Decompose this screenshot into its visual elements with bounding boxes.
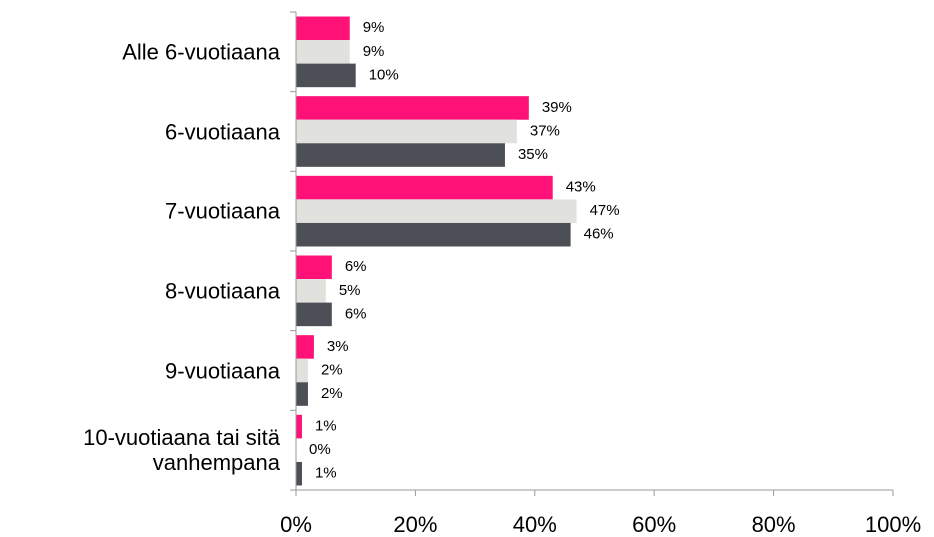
data-label: 10% bbox=[369, 66, 399, 83]
data-label: 46% bbox=[584, 226, 614, 243]
bar bbox=[296, 302, 332, 327]
bar bbox=[296, 358, 308, 383]
bar bbox=[296, 222, 571, 247]
data-label: 1% bbox=[315, 465, 337, 482]
data-label: 1% bbox=[315, 418, 337, 435]
bar bbox=[296, 175, 553, 200]
data-label: 3% bbox=[327, 338, 349, 355]
bar bbox=[296, 255, 332, 280]
y-tick-label: 9-vuotiaana bbox=[165, 358, 280, 383]
bar bbox=[296, 414, 302, 439]
bar bbox=[296, 96, 529, 120]
data-label: 9% bbox=[363, 19, 385, 36]
data-label: 0% bbox=[309, 441, 331, 458]
y-tick-label: 10-vuotiaana tai sitä vanhempana bbox=[83, 425, 280, 476]
data-label: 2% bbox=[321, 385, 343, 402]
data-label: 6% bbox=[345, 305, 367, 322]
bar bbox=[296, 63, 356, 88]
data-label: 39% bbox=[542, 99, 572, 116]
x-tick-label: 0% bbox=[280, 512, 312, 537]
bar bbox=[296, 335, 314, 359]
x-tick-label: 100% bbox=[865, 512, 921, 537]
x-tick-label: 20% bbox=[393, 512, 437, 537]
y-tick-label: 8-vuotiaana bbox=[165, 278, 280, 304]
x-tick-label: 80% bbox=[752, 512, 796, 537]
bar bbox=[296, 382, 308, 406]
y-tick-label: 7-vuotiaana bbox=[165, 198, 280, 224]
data-label: 35% bbox=[518, 146, 548, 163]
bar bbox=[296, 40, 350, 64]
y-tick-label: Alle 6-vuotiaana bbox=[122, 39, 280, 65]
bar bbox=[296, 279, 326, 303]
data-label: 43% bbox=[566, 179, 596, 196]
data-label: 47% bbox=[590, 202, 620, 219]
data-label: 2% bbox=[321, 361, 343, 378]
x-tick-label: 40% bbox=[513, 512, 557, 537]
data-label: 5% bbox=[339, 282, 361, 299]
bar bbox=[296, 16, 350, 41]
bar bbox=[296, 461, 302, 486]
bar bbox=[296, 199, 577, 223]
bar bbox=[296, 143, 505, 167]
y-tick-label: 6-vuotiaana bbox=[165, 119, 280, 144]
data-label: 37% bbox=[530, 122, 560, 139]
x-tick-label: 60% bbox=[632, 512, 676, 537]
bar bbox=[296, 119, 517, 144]
data-label: 6% bbox=[345, 258, 367, 275]
data-label: 9% bbox=[363, 43, 385, 60]
